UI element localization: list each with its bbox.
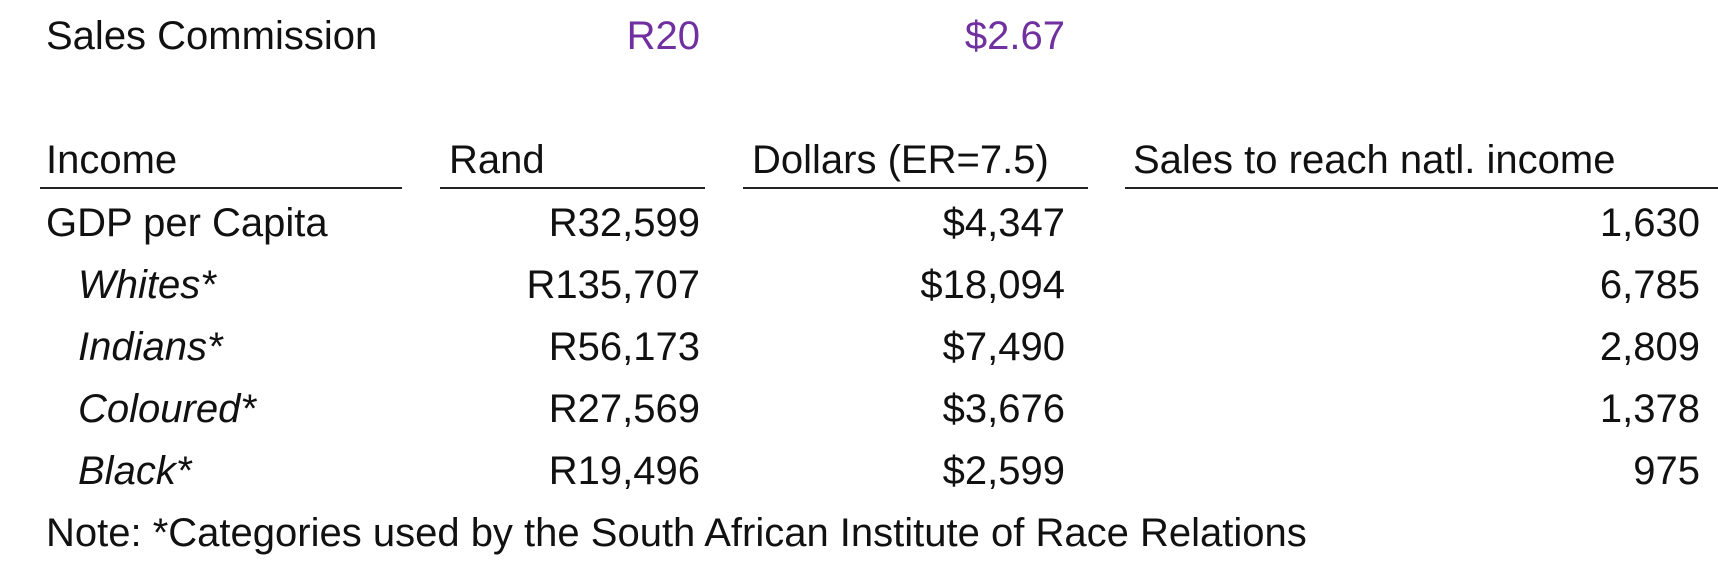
row-rand: R27,569 [548, 387, 700, 431]
row-rand: R32,599 [548, 201, 700, 245]
row-label: Black* [78, 449, 192, 493]
row-dollars: $3,676 [942, 387, 1065, 431]
footnote: Note: *Categories used by the South Afri… [46, 511, 1307, 555]
row-label: Whites* [78, 263, 216, 307]
row-sales: 1,378 [1599, 387, 1700, 431]
commission-dollar-value: $2.67 [964, 14, 1065, 58]
row-rand: R19,496 [548, 449, 700, 493]
row-rand: R135,707 [526, 263, 700, 307]
header-rand-underline [440, 187, 705, 189]
row-label: GDP per Capita [46, 201, 328, 245]
row-sales: 975 [1633, 449, 1700, 493]
commission-label: Sales Commission [46, 14, 378, 58]
row-dollars: $4,347 [942, 201, 1065, 245]
row-label: Indians* [78, 325, 223, 369]
row-rand: R56,173 [548, 325, 700, 369]
header-sales-underline [1125, 187, 1718, 189]
header-dollars: Dollars (ER=7.5) [752, 138, 1049, 182]
header-rand: Rand [449, 138, 545, 182]
header-income-underline [40, 187, 402, 189]
row-sales: 2,809 [1599, 325, 1700, 369]
header-dollars-underline [743, 187, 1088, 189]
row-sales: 1,630 [1599, 201, 1700, 245]
header-income: Income [46, 138, 178, 182]
header-sales: Sales to reach natl. income [1133, 138, 1616, 182]
row-sales: 6,785 [1599, 263, 1700, 307]
row-dollars: $18,094 [920, 263, 1065, 307]
commission-rand-value: R20 [626, 14, 700, 58]
row-label: Coloured* [78, 387, 256, 431]
row-dollars: $2,599 [942, 449, 1065, 493]
row-dollars: $7,490 [942, 325, 1065, 369]
